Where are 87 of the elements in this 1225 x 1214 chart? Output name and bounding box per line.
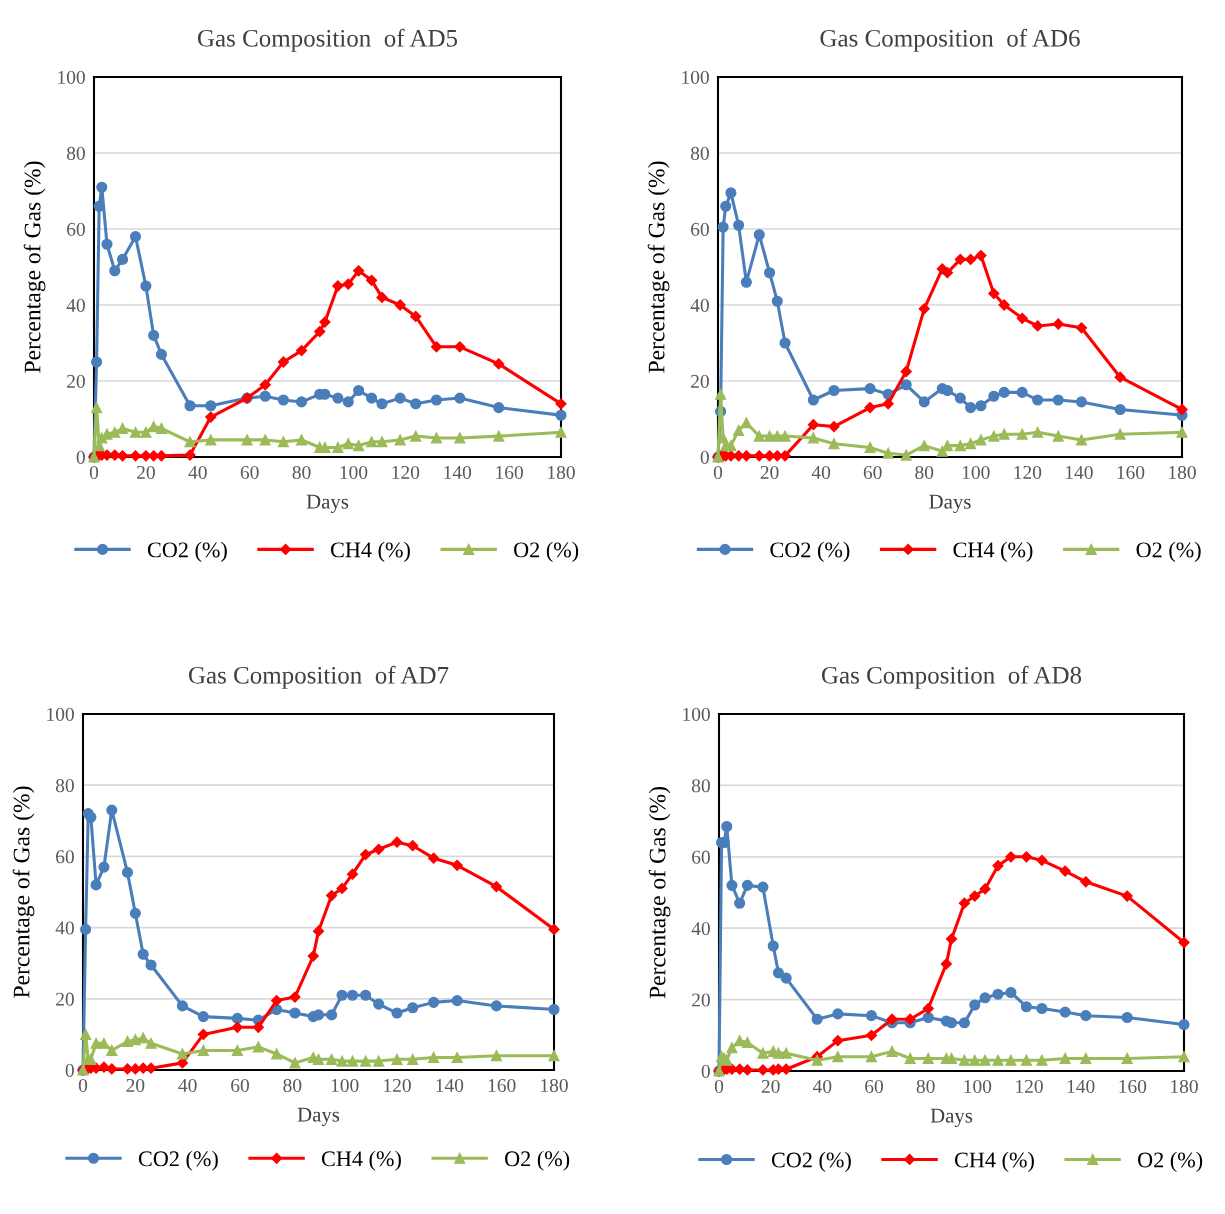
y-tick-label: 60: [691, 222, 709, 236]
x-tick-label: 100: [331, 1078, 359, 1093]
legend-label: CO2 (%): [147, 541, 227, 562]
y-tick-label: 40: [690, 298, 709, 312]
legend-label: O2 (%): [1138, 1151, 1203, 1172]
y-tick-label: 20: [692, 993, 710, 1007]
legend-label: CO2 (%): [770, 541, 850, 562]
y-tick-label: 20: [56, 992, 74, 1006]
x-axis-title: Days: [929, 494, 971, 513]
y-tick-label: 40: [691, 922, 710, 936]
chart-title: Gas Composition of AD7: [188, 665, 449, 689]
y-tick-label: 20: [67, 374, 85, 388]
x-tick-label: 60: [240, 465, 259, 480]
x-tick-label: 120: [384, 1078, 411, 1093]
x-tick-label: 160: [1119, 1079, 1147, 1094]
y-axis-title: Percentage of Gas (%): [12, 786, 35, 998]
x-tick-label: 140: [436, 1078, 464, 1093]
x-tick-label: 40: [811, 465, 831, 480]
x-tick-label: 80: [283, 1078, 302, 1093]
x-tick-label: 80: [292, 465, 311, 480]
legend-label: CO2 (%): [138, 1150, 218, 1171]
y-tick-label: 100: [58, 70, 85, 84]
x-tick-label: 160: [488, 1078, 516, 1093]
x-tick-label: 20: [761, 1079, 780, 1094]
y-tick-label: 40: [66, 298, 85, 312]
x-tick-label: 160: [1117, 465, 1145, 480]
x-tick-label: 60: [863, 465, 882, 480]
x-tick-label: 60: [865, 1079, 883, 1094]
x-tick-label: 60: [231, 1078, 249, 1093]
y-tick-label: 0: [65, 1063, 74, 1077]
y-tick-label: 0: [701, 1064, 710, 1078]
chart-title: Gas Composition of AD8: [821, 665, 1082, 689]
legend-label: O2 (%): [514, 541, 579, 562]
x-tick-label: 180: [548, 465, 575, 480]
x-tick-label: 100: [964, 1079, 992, 1094]
x-tick-label: 0: [714, 1079, 724, 1094]
x-tick-label: 120: [1014, 465, 1042, 480]
x-tick-label: 0: [89, 465, 99, 480]
chart-title: Gas Composition of AD6: [820, 28, 1080, 52]
x-tick-label: 100: [962, 465, 990, 480]
y-tick-label: 80: [691, 779, 710, 793]
x-tick-label: 80: [915, 465, 934, 480]
legend-label: CH4 (%): [954, 1151, 1034, 1172]
x-tick-label: 140: [1066, 465, 1093, 480]
legend-label: CH4 (%): [953, 541, 1033, 562]
x-tick-label: 140: [1067, 1079, 1095, 1094]
x-axis-title: Days: [297, 1107, 340, 1126]
y-tick-label: 40: [55, 921, 74, 935]
x-tick-label: 40: [188, 465, 207, 480]
legend-label: O2 (%): [1136, 541, 1201, 562]
legend-label: O2 (%): [505, 1150, 570, 1171]
x-tick-label: 120: [1016, 1079, 1043, 1094]
y-tick-label: 60: [692, 850, 710, 864]
legend-label: CH4 (%): [321, 1150, 401, 1171]
legend-label: CH4 (%): [330, 541, 410, 562]
y-tick-label: 0: [76, 450, 85, 464]
x-tick-label: 20: [137, 465, 155, 480]
x-tick-label: 80: [916, 1079, 935, 1094]
legend-label: CO2 (%): [771, 1151, 851, 1172]
x-tick-label: 180: [1169, 465, 1196, 480]
y-tick-label: 100: [683, 707, 710, 721]
x-tick-label: 160: [496, 465, 523, 480]
y-tick-label: 80: [55, 779, 74, 793]
y-axis-title: Percentage of Gas (%): [648, 787, 671, 999]
x-tick-label: 20: [126, 1078, 145, 1093]
y-tick-label: 60: [56, 850, 74, 864]
y-tick-label: 100: [682, 70, 709, 84]
x-tick-label: 180: [1171, 1079, 1198, 1094]
y-tick-label: 60: [67, 222, 85, 236]
y-axis-title: Percentage of Gas (%): [647, 161, 670, 373]
x-tick-label: 40: [178, 1078, 197, 1093]
y-tick-label: 100: [47, 707, 74, 721]
y-tick-label: 0: [700, 450, 709, 464]
chart-title: Gas Composition of AD5: [197, 28, 458, 52]
y-tick-label: 80: [66, 146, 85, 160]
x-axis-title: Days: [306, 494, 349, 513]
x-tick-label: 140: [444, 465, 472, 480]
x-tick-label: 20: [760, 465, 779, 480]
x-tick-label: 40: [812, 1079, 832, 1094]
x-tick-label: 120: [392, 465, 420, 480]
y-axis-title: Percentage of Gas (%): [23, 161, 46, 373]
x-tick-label: 180: [541, 1078, 568, 1093]
x-tick-label: 100: [340, 465, 368, 480]
x-axis-title: Days: [930, 1108, 973, 1127]
y-tick-label: 80: [690, 146, 709, 160]
y-tick-label: 20: [691, 374, 709, 388]
x-tick-label: 0: [713, 465, 723, 480]
